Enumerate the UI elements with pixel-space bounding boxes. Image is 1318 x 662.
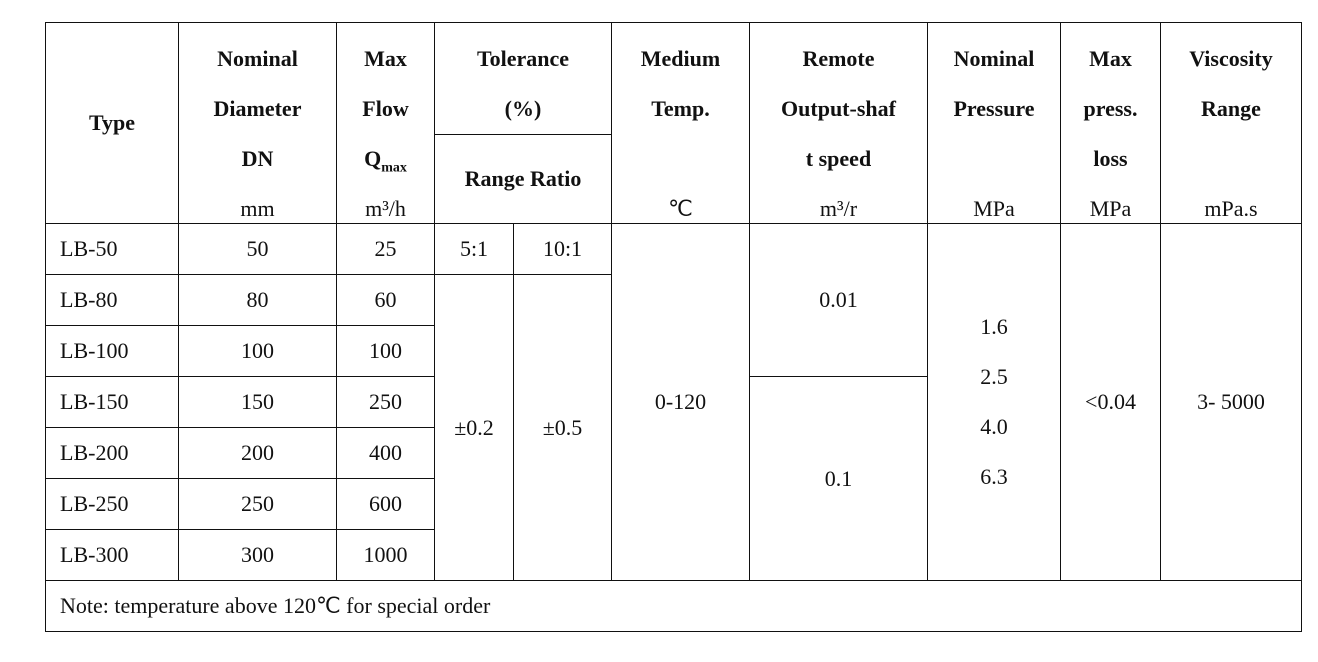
diameter-cell: 300 bbox=[178, 529, 337, 581]
ratio-cell: 5:1 bbox=[434, 223, 514, 275]
header-lines: Nominal Pressure bbox=[928, 23, 1060, 134]
header-symbol: Qmax bbox=[337, 134, 434, 193]
header-cell: Nominal Pressure MPa bbox=[927, 22, 1061, 224]
header-text: Flow bbox=[362, 96, 409, 121]
header-text: Max bbox=[1089, 46, 1132, 71]
type-cell: LB-150 bbox=[45, 376, 179, 428]
header-text: loss bbox=[1093, 146, 1128, 171]
header-text: Tolerance bbox=[476, 46, 570, 71]
header-box: Nominal Diameter DN mm bbox=[179, 23, 336, 223]
header-cell: Type bbox=[45, 22, 179, 224]
header-cell: Tolerance (%) bbox=[434, 22, 612, 135]
pressure-value: 2.5 bbox=[980, 364, 1008, 389]
ratio-cell: 10:1 bbox=[513, 223, 612, 275]
header-row: Range Ratio bbox=[46, 134, 1302, 224]
header-text: t speed bbox=[805, 146, 872, 171]
header-unit: m³/h bbox=[365, 196, 406, 221]
header-cell: Nominal Diameter DN mm bbox=[178, 22, 337, 224]
header-text: Type bbox=[88, 110, 136, 135]
header-text: Remote bbox=[802, 46, 875, 71]
header-box: Remote Output-shaf t speed m³/r bbox=[750, 23, 927, 223]
data-row: LB-50 50 25 5:1 10:1 0-120 0.01 1.6 2.5 … bbox=[45, 223, 1302, 581]
header-lines: Viscosity Range bbox=[1161, 23, 1301, 134]
header-cell: Max Flow Qmax m³/h bbox=[336, 22, 435, 224]
header-text: Diameter bbox=[213, 96, 302, 121]
symbol: Q bbox=[364, 146, 382, 171]
header-text: Viscosity bbox=[1189, 46, 1273, 71]
diameter-cell: 80 bbox=[178, 274, 337, 326]
type-cell: LB-80 bbox=[45, 274, 179, 326]
type-cell: LB-50 bbox=[45, 223, 179, 275]
header-text: Nominal bbox=[953, 46, 1035, 71]
type-cell: LB-200 bbox=[45, 427, 179, 479]
header-lines: Medium Temp. bbox=[612, 23, 749, 134]
header-text: Nominal bbox=[217, 46, 298, 71]
pressure-value: 4.0 bbox=[980, 414, 1008, 439]
header-lines: Nominal Diameter DN bbox=[179, 23, 336, 184]
data-row: LB-200 200 400 bbox=[45, 427, 1302, 479]
diameter-cell: 50 bbox=[178, 223, 337, 275]
header-box: Max press. loss MPa bbox=[1061, 23, 1160, 223]
header-cell: Viscosity Range mPa.s bbox=[1160, 22, 1302, 224]
data-row: LB-150 150 250 0.1 bbox=[45, 376, 1302, 581]
note-row: Note: temperature above 120℃ for special… bbox=[45, 580, 1302, 632]
header-unit: mPa.s bbox=[1204, 196, 1258, 221]
diameter-cell: 200 bbox=[178, 427, 337, 479]
pressure-value: 6.3 bbox=[980, 464, 1008, 489]
header-text: Range bbox=[1201, 96, 1261, 121]
header-text: (%) bbox=[504, 96, 542, 121]
header-text: Output-shaf bbox=[781, 96, 896, 121]
subscript: max bbox=[381, 160, 407, 176]
speed-cell: 0.1 bbox=[749, 376, 928, 581]
flow-cell: 60 bbox=[336, 274, 435, 326]
header-text: DN bbox=[241, 146, 274, 171]
viscosity-cell: 3- 5000 bbox=[1160, 223, 1302, 581]
data-row: LB-80 80 60 ±0.2 ±0.5 bbox=[45, 274, 1302, 581]
header-unit: MPa bbox=[1089, 196, 1132, 221]
header-box: Max Flow Qmax m³/h bbox=[337, 23, 434, 223]
loss-cell: <0.04 bbox=[1060, 223, 1161, 581]
header-unit: ℃ bbox=[668, 196, 693, 221]
type-cell: LB-100 bbox=[45, 325, 179, 377]
diameter-cell: 100 bbox=[178, 325, 337, 377]
pressure-value: 1.6 bbox=[980, 314, 1008, 339]
flow-cell: 250 bbox=[336, 376, 435, 428]
header-box: Medium Temp. ℃ bbox=[612, 23, 749, 223]
header-text: Temp. bbox=[651, 96, 710, 121]
header-cell: Range Ratio bbox=[434, 134, 612, 224]
flow-cell: 1000 bbox=[336, 529, 435, 581]
tolerance-cell: ±0.5 bbox=[513, 274, 612, 581]
header-lines: Remote Output-shaf t speed bbox=[750, 23, 927, 184]
type-cell: LB-300 bbox=[45, 529, 179, 581]
header-text: Max bbox=[364, 46, 407, 71]
header-box: Nominal Pressure MPa bbox=[928, 23, 1060, 223]
header-text: Medium bbox=[640, 46, 721, 71]
header-lines: Max Flow Qmax bbox=[337, 23, 434, 193]
header-lines: Max press. loss bbox=[1061, 23, 1160, 184]
diameter-cell: 250 bbox=[178, 478, 337, 530]
header-lines: Tolerance (%) bbox=[435, 23, 611, 134]
header-row: Type Nominal Diameter DN mm Max Flow Qma… bbox=[45, 22, 1302, 224]
header-unit: MPa bbox=[973, 196, 1015, 221]
header-unit: mm bbox=[240, 196, 275, 221]
header-text: Pressure bbox=[953, 96, 1035, 121]
speed-cell: 0.01 bbox=[749, 223, 928, 377]
header-cell: Max press. loss MPa bbox=[1060, 22, 1161, 224]
flow-cell: 600 bbox=[336, 478, 435, 530]
flow-cell: 400 bbox=[336, 427, 435, 479]
header-cell: Medium Temp. ℃ bbox=[611, 22, 750, 224]
diameter-cell: 150 bbox=[178, 376, 337, 428]
header-unit: m³/r bbox=[819, 196, 858, 221]
header-box: Viscosity Range mPa.s bbox=[1161, 23, 1301, 223]
note: Note: temperature above 120℃ for special… bbox=[45, 580, 1302, 632]
pressure-cell: 1.6 2.5 4.0 6.3 bbox=[927, 223, 1061, 581]
type-cell: LB-250 bbox=[45, 478, 179, 530]
temp-cell: 0-120 bbox=[611, 223, 750, 581]
flow-cell: 100 bbox=[336, 325, 435, 377]
header-cell: Remote Output-shaf t speed m³/r bbox=[749, 22, 928, 224]
tolerance-cell: ±0.2 bbox=[434, 274, 514, 581]
spec-table: Type Nominal Diameter DN mm Max Flow Qma… bbox=[45, 22, 1302, 632]
header-text: press. bbox=[1083, 96, 1138, 121]
